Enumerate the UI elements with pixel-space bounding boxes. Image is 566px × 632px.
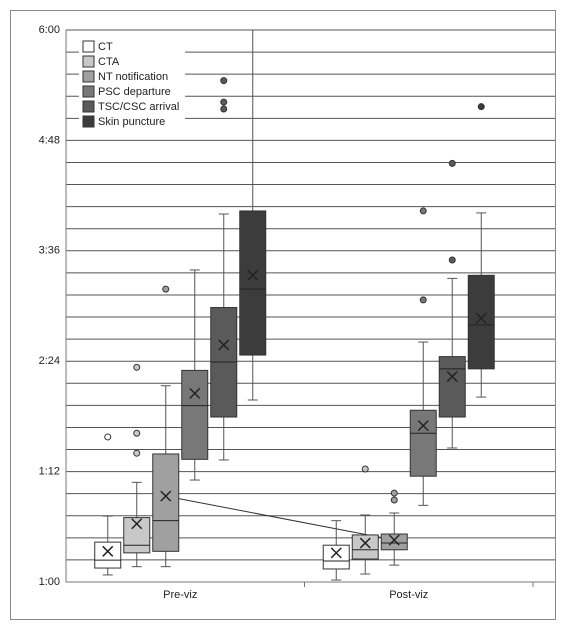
mean-marker	[247, 269, 259, 281]
outlier	[477, 103, 485, 111]
box	[467, 274, 495, 370]
legend-label: PSC departure	[98, 86, 171, 98]
y-tick-label: 6:00	[39, 24, 60, 36]
mean-marker	[330, 547, 342, 559]
box	[351, 534, 379, 560]
legend-background	[79, 38, 185, 132]
legend-swatch	[82, 100, 95, 113]
legend-swatch	[82, 115, 95, 128]
x-tick-label: Pre-viz	[163, 589, 197, 601]
outlier	[419, 207, 427, 215]
box	[94, 541, 122, 569]
box	[322, 544, 350, 570]
mean-marker	[359, 537, 371, 549]
mean-marker	[446, 371, 458, 383]
outlier	[133, 429, 141, 437]
mean-marker	[475, 312, 487, 324]
box	[380, 533, 408, 551]
outlier	[133, 449, 141, 457]
mean-marker	[102, 545, 114, 557]
outlier	[162, 285, 170, 293]
mean-marker	[189, 387, 201, 399]
box	[152, 453, 180, 552]
mean-marker	[417, 420, 429, 432]
y-tick-label: 1:12	[39, 466, 60, 478]
x-tick-label: Post-viz	[389, 589, 428, 601]
box	[438, 356, 466, 418]
box	[409, 409, 437, 477]
outlier	[104, 433, 112, 441]
legend-label: Skin puncture	[98, 116, 165, 128]
outlier	[448, 159, 456, 167]
legend-label: CT	[98, 41, 113, 53]
y-tick-label: 4:48	[39, 134, 60, 146]
legend-swatch	[82, 55, 95, 68]
legend-swatch	[82, 85, 95, 98]
legend-swatch	[82, 40, 95, 53]
box	[181, 369, 209, 460]
box	[239, 210, 267, 356]
outlier	[419, 296, 427, 304]
outlier	[133, 363, 141, 371]
y-tick-label: 2:24	[39, 355, 60, 367]
y-tick-label: 1:00	[39, 576, 60, 588]
outlier	[220, 105, 228, 113]
mean-marker	[160, 490, 172, 502]
outlier	[220, 98, 228, 106]
legend-label: CTA	[98, 56, 120, 68]
outlier	[220, 77, 228, 85]
outlier	[448, 256, 456, 264]
mean-marker	[388, 534, 400, 546]
outlier	[390, 496, 398, 504]
outlier	[390, 489, 398, 497]
mean-line	[165, 495, 395, 541]
legend-label: TSC/CSC arrival	[98, 101, 179, 113]
legend-swatch	[82, 70, 95, 83]
mean-marker	[218, 339, 230, 351]
legend-label: NT notification	[98, 71, 168, 83]
y-tick-label: 3:36	[39, 245, 60, 257]
mean-marker	[131, 518, 143, 530]
outlier	[361, 465, 369, 473]
